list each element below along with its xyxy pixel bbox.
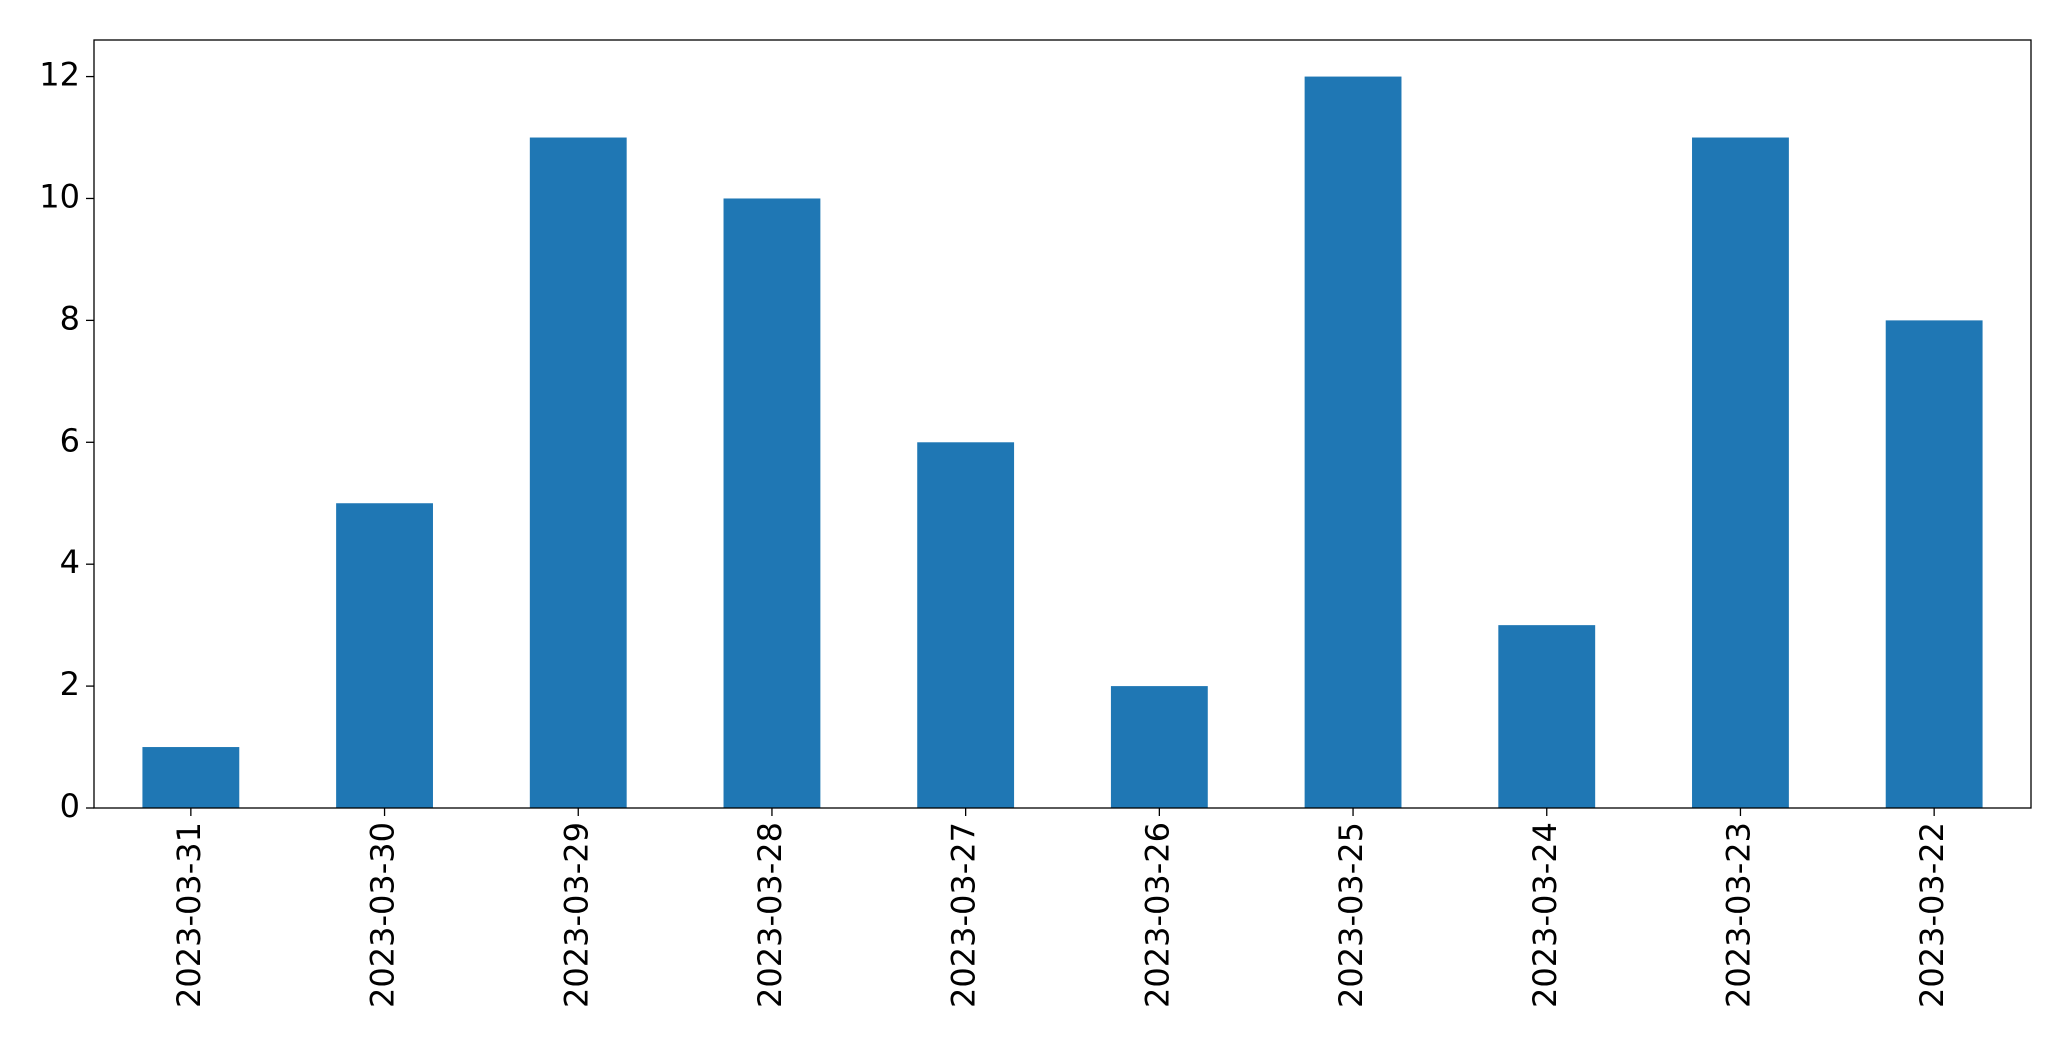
y-tick-label: 0 — [60, 787, 80, 825]
bar — [1885, 320, 1983, 808]
y-tick-label: 6 — [60, 421, 80, 459]
x-tick-label: 2023-03-27 — [945, 822, 983, 1008]
bar — [1110, 686, 1208, 808]
x-tick-label: 2023-03-24 — [1526, 822, 1564, 1008]
y-tick-label: 8 — [60, 299, 80, 337]
x-tick-label: 2023-03-30 — [364, 822, 402, 1008]
x-tick-label: 2023-03-22 — [1913, 822, 1951, 1008]
x-tick-label: 2023-03-31 — [170, 822, 208, 1008]
bar — [1692, 137, 1789, 808]
x-tick-label: 2023-03-25 — [1332, 822, 1370, 1008]
x-tick-label: 2023-03-26 — [1138, 822, 1176, 1008]
bar — [529, 137, 627, 808]
y-tick-label: 10 — [39, 177, 80, 215]
x-tick-label: 2023-03-28 — [751, 822, 789, 1008]
bar — [1304, 76, 1402, 809]
bar — [723, 198, 821, 808]
y-tick-label: 2 — [60, 665, 80, 703]
y-tick-label: 12 — [39, 56, 80, 94]
bar — [142, 747, 240, 808]
bar — [917, 442, 1015, 808]
axes-frame — [93, 39, 2032, 809]
bar — [336, 503, 433, 808]
x-tick-label: 2023-03-23 — [1719, 822, 1757, 1008]
bar — [1498, 625, 1596, 808]
x-tick-label: 2023-03-29 — [557, 822, 595, 1008]
y-tick-label: 4 — [60, 543, 80, 581]
